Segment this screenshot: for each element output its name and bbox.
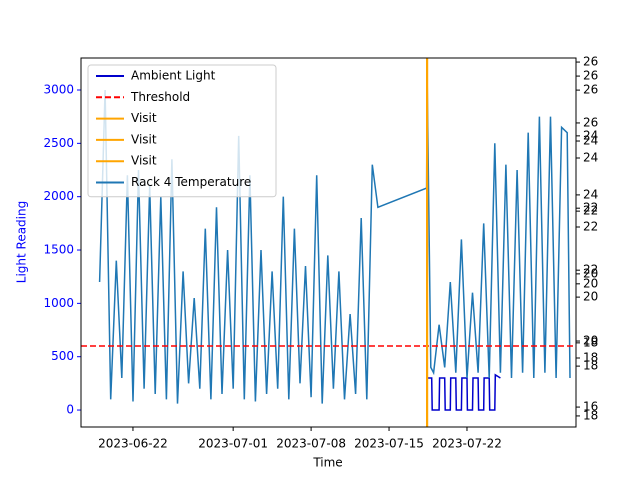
legend-label: Ambient Light: [131, 69, 216, 83]
y-tick-label: 3000: [43, 83, 74, 97]
y2-tick-label: 24: [583, 128, 598, 142]
y2-tick-label: 26: [583, 55, 598, 69]
y2-tick-label: 20: [583, 266, 598, 280]
y2-tick-label: 26: [583, 115, 598, 129]
y-tick-label: 0: [66, 403, 74, 417]
x-axis-label: Time: [312, 456, 342, 470]
y-tick-label: 1500: [43, 243, 74, 257]
y2-tick-label: 18: [583, 359, 598, 373]
legend-label: Rack 4 Temperature: [131, 175, 251, 189]
x-tick-label: 2023-07-22: [432, 437, 502, 451]
y2-tick-label: 24: [583, 134, 598, 148]
y-tick-label: 500: [51, 349, 74, 363]
legend-label: Visit: [131, 111, 157, 125]
y2-tick-label: 22: [583, 220, 598, 234]
y2-tick-label: 20: [583, 334, 598, 348]
y2-tick-label: 20: [583, 290, 598, 304]
series-line: [98, 73, 571, 404]
series-line: [428, 373, 501, 411]
y-tick-label: 2000: [43, 189, 74, 203]
legend-box: [87, 64, 277, 198]
plot-frame: [80, 57, 577, 428]
legend-label: Visit: [131, 154, 157, 168]
x-tick-label: 2023-06-22: [98, 437, 168, 451]
y-tick-label: 1000: [43, 296, 74, 310]
y2-tick-label: 18: [583, 408, 598, 422]
x-tick-label: 2023-07-15: [354, 437, 424, 451]
y2-tick-label: 22: [583, 204, 598, 218]
y2-tick-label: 16: [583, 400, 598, 414]
legend-label: Visit: [131, 132, 157, 146]
plot-area: [81, 58, 576, 427]
y2-tick-label: 20: [583, 276, 598, 290]
y2-tick-label: 18: [583, 350, 598, 364]
y2-tick-label: 22: [583, 263, 598, 277]
y2-tick-label: 26: [583, 69, 598, 83]
y2-tick-label: 26: [583, 83, 598, 97]
x-tick-label: 2023-07-08: [276, 437, 346, 451]
y2-tick-label: 22: [583, 201, 598, 215]
y2-tick-label: 24: [583, 187, 598, 201]
y2-tick-label: 18: [583, 335, 598, 349]
x-tick-label: 2023-07-01: [198, 437, 268, 451]
legend: Ambient Light Threshold Visit Visit Visit Rac…: [87, 64, 277, 198]
y-tick-label: 2500: [43, 136, 74, 150]
y2-tick-label: 24: [583, 150, 598, 164]
y-axis-label: Light Reading: [15, 201, 29, 283]
legend-label: Threshold: [130, 90, 190, 104]
